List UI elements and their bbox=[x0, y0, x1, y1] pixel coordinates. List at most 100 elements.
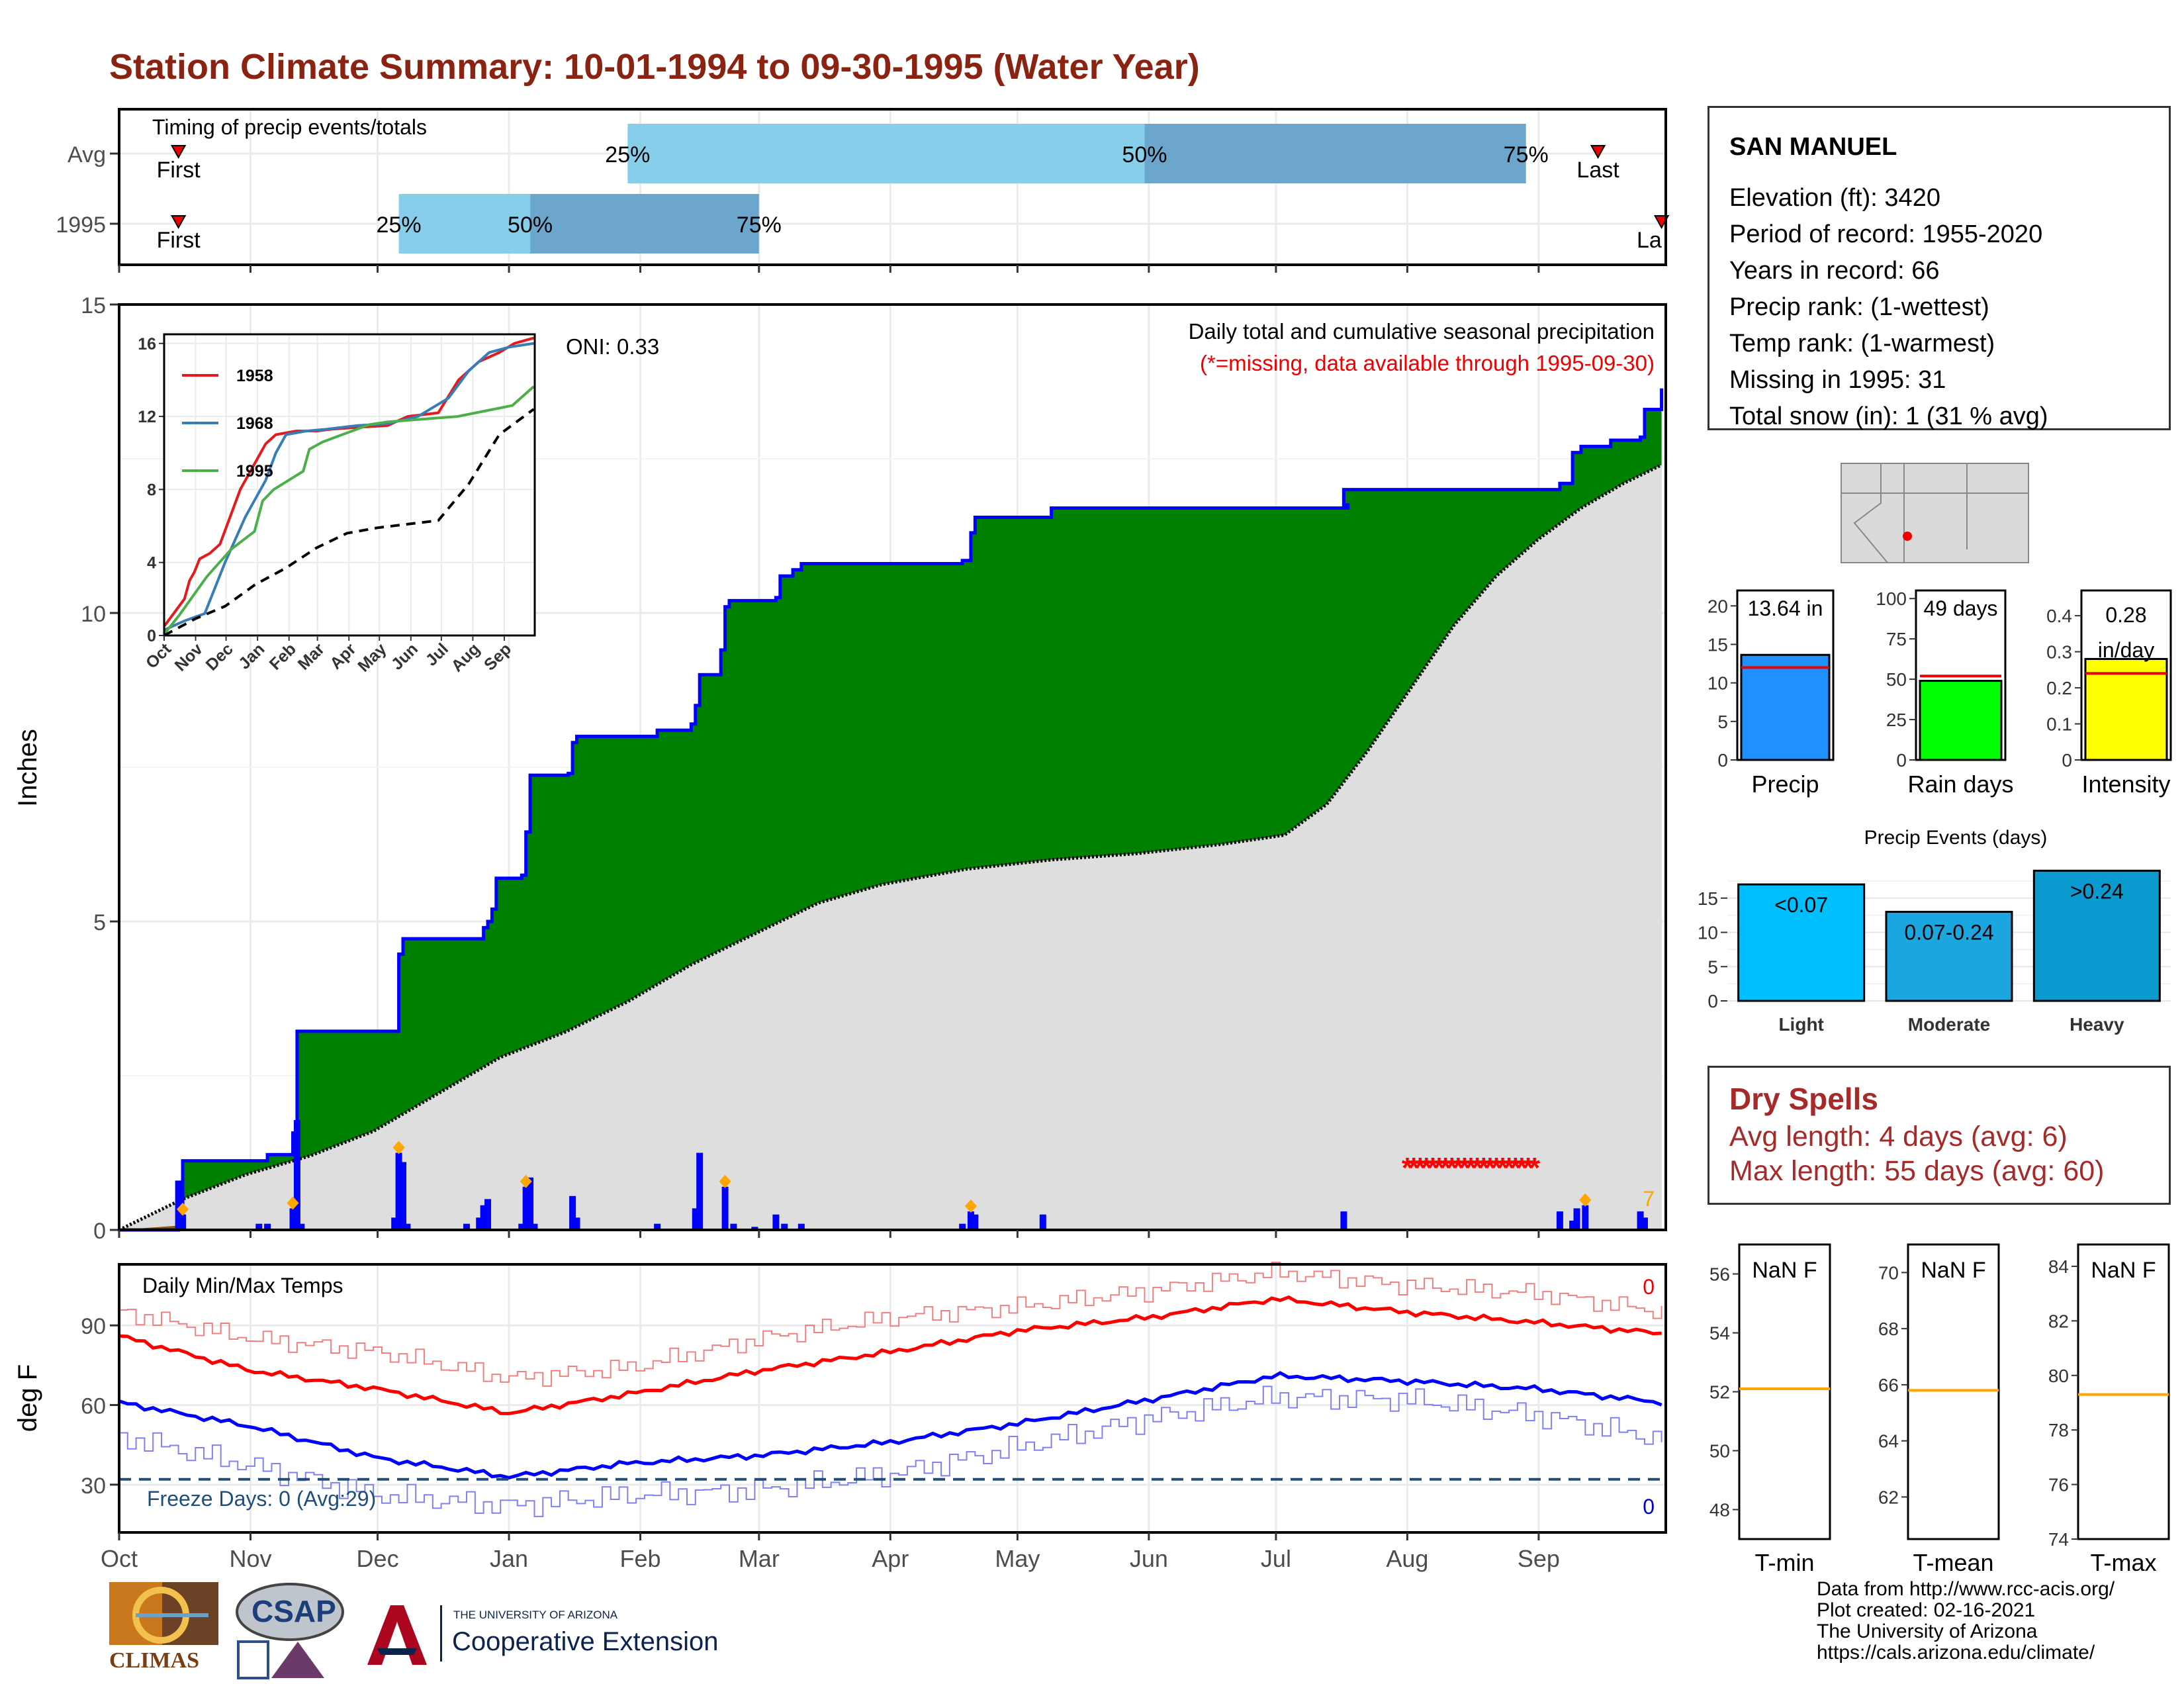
daily-precip-bar bbox=[972, 1214, 979, 1230]
dry-spell-marker: * bbox=[1465, 1152, 1477, 1184]
month-xtick-label: Jun bbox=[1130, 1545, 1168, 1572]
summary-bar-ytick-label: 15 bbox=[1707, 634, 1728, 655]
dry-spell-marker: * bbox=[1484, 1152, 1496, 1184]
temp-summary-ytick-label: 62 bbox=[1878, 1487, 1899, 1507]
snow-count-label: 7 bbox=[1643, 1187, 1655, 1211]
credit-source: Data from http://www.rcc-acis.org/ bbox=[1817, 1578, 2115, 1600]
events-category-label: Heavy bbox=[2070, 1014, 2124, 1035]
daily-precip-bar bbox=[967, 1211, 974, 1230]
timing-1995-pct-label: 50% bbox=[508, 212, 553, 238]
daily-precip-bar bbox=[293, 1120, 300, 1230]
events-category-label: Moderate bbox=[1908, 1014, 1990, 1035]
dry-spell-marker: * bbox=[1478, 1152, 1490, 1184]
temp-summary-ytick-label: 80 bbox=[2048, 1366, 2069, 1386]
events-bar bbox=[1737, 883, 1866, 1002]
timing-avg-first-marker bbox=[170, 145, 187, 160]
daily-precip-bar bbox=[692, 1208, 699, 1230]
daily-precip-bar bbox=[404, 1223, 411, 1230]
daily-precip-bar bbox=[522, 1186, 529, 1230]
daily-precip-bar bbox=[463, 1223, 471, 1230]
daily-precip-bar bbox=[1637, 1211, 1644, 1230]
events-bar bbox=[2032, 869, 2161, 1002]
summary-bar-ytick-label: 75 bbox=[1886, 629, 1907, 649]
page-title: Station Climate Summary: 10-01-1994 to 0… bbox=[109, 47, 1200, 87]
temp-series-rec_max bbox=[119, 1261, 1662, 1387]
summary-category-label: Rain days bbox=[1907, 771, 2013, 798]
timing-avg-last-marker bbox=[1590, 145, 1606, 160]
events-category-label: Light bbox=[1778, 1014, 1823, 1035]
daily-precip-bar bbox=[255, 1223, 263, 1230]
temp-summary-ytick-label: 56 bbox=[1709, 1264, 1730, 1285]
summary-bar-ytick-label: 0 bbox=[1717, 750, 1728, 771]
temp-summary-ytick-label: 48 bbox=[1709, 1500, 1730, 1521]
temp-summary-ytick-label: 50 bbox=[1709, 1441, 1730, 1462]
temp-series-avg_min bbox=[118, 1371, 1662, 1479]
summary-value-label: in/day bbox=[2098, 638, 2154, 662]
dry-spell-marker: * bbox=[1516, 1152, 1528, 1184]
timing-1995-pct-label: 25% bbox=[377, 212, 422, 238]
inset-legend-label: 1968 bbox=[236, 414, 273, 433]
snow-marker bbox=[520, 1174, 532, 1188]
dry-spell-marker: * bbox=[1439, 1152, 1451, 1184]
temp-summary-panel bbox=[1738, 1243, 1831, 1540]
temp-title: Daily Min/Max Temps bbox=[142, 1274, 343, 1297]
events-value-label: <0.07 bbox=[1774, 893, 1828, 917]
daily-precip-bar bbox=[751, 1227, 758, 1230]
timing-avg-pct-label: 25% bbox=[605, 142, 650, 167]
timing-row-label: 1995 bbox=[56, 212, 106, 238]
events-ytick-label: 5 bbox=[1707, 957, 1718, 977]
summary-bar-ytick-label: 25 bbox=[1886, 710, 1907, 730]
month-xtick-label: Oct bbox=[101, 1545, 138, 1572]
month-xtick-label: Dec bbox=[357, 1545, 399, 1572]
daily-precip-bar bbox=[730, 1223, 737, 1230]
summary-category-label: Precip bbox=[1751, 771, 1819, 798]
daily-precip-bar bbox=[959, 1223, 966, 1230]
inset-series-line-1958 bbox=[163, 336, 535, 628]
temp-series-avg_max bbox=[118, 1295, 1662, 1415]
daily-precip-bar bbox=[1641, 1217, 1648, 1230]
temp-ytick-label: 30 bbox=[81, 1474, 106, 1499]
events-bar bbox=[1885, 910, 2013, 1002]
inset-ytick-label: 12 bbox=[138, 408, 156, 426]
timing-1995-last-label: La bbox=[1637, 228, 1662, 253]
precip-title: Daily total and cumulative seasonal prec… bbox=[1189, 319, 1655, 344]
snow-marker bbox=[392, 1141, 405, 1154]
credit-univ: The University of Arizona bbox=[1817, 1620, 2038, 1642]
locator-map bbox=[1841, 463, 2029, 563]
dry-spells-max: Max length: 55 days (avg: 60) bbox=[1729, 1155, 2105, 1187]
station-missing: Missing in 1995: 31 bbox=[1729, 366, 1946, 394]
map-border-line bbox=[1853, 463, 1888, 563]
avg-cumulative-line bbox=[118, 463, 1662, 1232]
temp-summary-ytick-label: 82 bbox=[2048, 1311, 2069, 1331]
temp-summary-ytick-label: 64 bbox=[1878, 1431, 1899, 1452]
events-ytick-label: 10 bbox=[1698, 923, 1718, 943]
daily-precip-bar bbox=[484, 1199, 492, 1230]
daily-precip-bar bbox=[480, 1205, 487, 1230]
events-value-label: >0.24 bbox=[2070, 879, 2124, 903]
dry-spell-marker: * bbox=[1490, 1152, 1502, 1184]
dry-spells-avg: Avg length: 4 days (avg: 6) bbox=[1729, 1121, 2068, 1152]
temp-ylabel: deg F bbox=[13, 1364, 42, 1432]
daily-precip-bar bbox=[781, 1223, 788, 1230]
dry-spell-marker: * bbox=[1459, 1152, 1471, 1184]
station-info-box: SAN MANUEL Elevation (ft): 3420 Period o… bbox=[1707, 106, 2171, 430]
inset-legend-label: 1958 bbox=[236, 367, 273, 385]
daily-precip-bar bbox=[1340, 1211, 1347, 1230]
inset-ytick-label: 4 bbox=[147, 554, 156, 573]
daily-precip-bar bbox=[1582, 1205, 1589, 1230]
ua-big-text: Cooperative Extension bbox=[452, 1627, 719, 1656]
daily-precip-bar bbox=[721, 1186, 729, 1230]
oni-label: ONI: 0.33 bbox=[566, 334, 659, 359]
min-temp-count: 0 bbox=[1643, 1495, 1655, 1519]
precip-subtitle: (*=missing, data available through 1995-… bbox=[1200, 351, 1655, 375]
daily-precip-bar bbox=[1039, 1214, 1046, 1230]
month-xtick-label: Aug bbox=[1386, 1545, 1428, 1572]
daily-precip-bar bbox=[289, 1208, 296, 1230]
inset-legend-label: 1995 bbox=[236, 462, 273, 481]
summary-category-label: Intensity bbox=[2081, 771, 2170, 798]
precip-panel-border bbox=[118, 303, 1667, 1231]
precip-ytick-label: 5 bbox=[93, 910, 106, 935]
summary-bar-ytick-label: 0.2 bbox=[2046, 678, 2072, 698]
temp-summary-ytick-label: 70 bbox=[1878, 1262, 1899, 1283]
